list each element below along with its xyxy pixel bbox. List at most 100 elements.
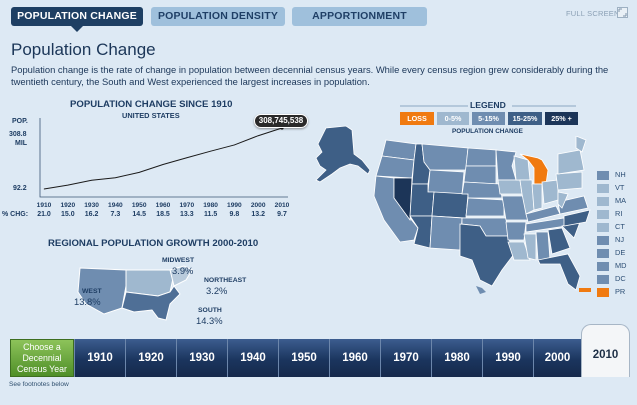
y-axis-label: POP. — [12, 118, 28, 125]
population-point-1940 — [115, 177, 116, 179]
year-1940[interactable]: 1940 — [227, 339, 278, 377]
small-state-ri[interactable]: RI — [597, 209, 629, 220]
small-state-dc[interactable]: DC — [597, 274, 629, 285]
region-value-west: 13.8% — [74, 296, 101, 307]
pr-swatch — [597, 288, 609, 297]
state-az — [409, 215, 433, 249]
state-pa — [555, 171, 583, 191]
legend-divider — [400, 105, 576, 107]
vt-label: VT — [615, 183, 625, 192]
state-me — [575, 136, 587, 153]
small-state-de[interactable]: DE — [597, 248, 629, 259]
population-point-1990 — [234, 144, 235, 146]
vt-swatch — [597, 184, 609, 193]
small-state-nj[interactable]: NJ — [597, 235, 629, 246]
small-state-ma[interactable]: MA — [597, 196, 629, 207]
alaska-shape[interactable] — [312, 124, 374, 188]
tab-apportionment[interactable]: APPORTIONMENT — [292, 7, 427, 26]
x-tick-1940: 1940 — [108, 202, 123, 209]
year-1920[interactable]: 1920 — [125, 339, 176, 377]
year-1950[interactable]: 1950 — [278, 339, 329, 377]
midwest-region — [125, 269, 175, 297]
tab-population-density[interactable]: POPULATION DENSITY — [151, 7, 285, 26]
state-ga — [547, 227, 571, 255]
small-state-ct[interactable]: CT — [597, 222, 629, 233]
pct-change-1960: 18.5 — [156, 211, 170, 218]
puerto-rico-shape[interactable] — [578, 286, 594, 294]
pct-change-1930: 16.2 — [84, 211, 99, 218]
full-screen-icon[interactable] — [617, 7, 628, 18]
state-la — [507, 241, 531, 261]
state-ia — [497, 179, 523, 195]
chart-axis — [39, 118, 288, 198]
population-point-2000 — [257, 135, 259, 137]
south-region — [121, 285, 181, 321]
footnote-link[interactable]: See footnotes below — [9, 381, 69, 388]
northeast-region — [169, 265, 193, 287]
population-point-1920 — [67, 184, 69, 186]
regional-title: REGIONAL POPULATION GROWTH 2000-2010 — [48, 238, 259, 249]
state-fl — [537, 253, 581, 291]
state-nd — [465, 147, 497, 167]
legend-0-5: 0-5% — [437, 112, 469, 125]
region-name-west: WEST — [82, 288, 102, 295]
state-ar — [505, 221, 527, 241]
small-state-md[interactable]: MD — [597, 261, 629, 272]
year-2010-selected[interactable]: 2010 — [581, 324, 630, 377]
md-label: MD — [615, 261, 627, 270]
chart-title: POPULATION CHANGE SINCE 1910 — [70, 99, 233, 110]
pct-change-1920: 15.0 — [60, 211, 75, 218]
ri-label: RI — [615, 209, 623, 218]
year-1970[interactable]: 1970 — [380, 339, 431, 377]
full-screen-label[interactable]: FULL SCREEN — [566, 9, 620, 18]
region-name-midwest: MIDWEST — [162, 257, 195, 264]
x-tick-1910: 1910 — [36, 202, 52, 209]
legend-5-15: 5-15% — [472, 112, 505, 125]
ct-swatch — [597, 223, 609, 232]
x-tick-1920: 1920 — [60, 202, 76, 209]
state-wv — [557, 191, 569, 209]
state-wy — [427, 169, 465, 195]
choose-year-button[interactable]: Choose a Decennial Census Year — [10, 339, 74, 377]
state-ne — [461, 181, 503, 199]
pr-label: PR — [615, 287, 626, 296]
ma-swatch — [597, 197, 609, 206]
small-state-pr[interactable]: PR — [597, 287, 629, 298]
tab-population-change[interactable]: POPULATION CHANGE — [11, 7, 143, 32]
us-state-map[interactable] — [368, 136, 592, 296]
state-ks — [465, 197, 505, 217]
x-tick-2010: 2010 — [274, 202, 290, 209]
population-series-line — [43, 127, 283, 190]
year-1910[interactable]: 1910 — [74, 339, 125, 377]
state-mn — [495, 149, 517, 181]
x-tick-1970: 1970 — [179, 202, 195, 209]
state-ms — [523, 233, 537, 261]
small-state-vt[interactable]: VT — [597, 183, 629, 194]
year-1990[interactable]: 1990 — [482, 339, 533, 377]
year-1930[interactable]: 1930 — [176, 339, 227, 377]
year-2000[interactable]: 2000 — [533, 339, 581, 377]
state-hi — [476, 286, 486, 294]
intro-text: Population change is the rate of change … — [11, 64, 609, 87]
small-state-nh[interactable]: NH — [597, 170, 629, 181]
nj-swatch — [597, 236, 609, 245]
state-al — [535, 231, 551, 261]
nj-label: NJ — [615, 235, 625, 244]
y-max-label: 308.8 — [9, 131, 27, 138]
state-co — [431, 191, 469, 219]
dc-label: DC — [615, 274, 626, 283]
x-tick-2000: 2000 — [250, 202, 266, 209]
population-point-1980 — [210, 150, 211, 152]
pct-change-1980: 11.5 — [203, 211, 218, 218]
pct-change-1940: 7.3 — [110, 211, 121, 218]
year-1980[interactable]: 1980 — [431, 339, 482, 377]
pct-change-2010: 9.7 — [277, 211, 287, 218]
population-point-1910 — [43, 188, 45, 190]
x-tick-1950: 1950 — [131, 202, 147, 209]
region-value-northeast: 3.2% — [206, 285, 228, 296]
nh-swatch — [597, 171, 609, 180]
state-ny — [557, 149, 585, 175]
year-1960[interactable]: 1960 — [329, 339, 380, 377]
legend-15-25: 15-25% — [508, 112, 542, 125]
